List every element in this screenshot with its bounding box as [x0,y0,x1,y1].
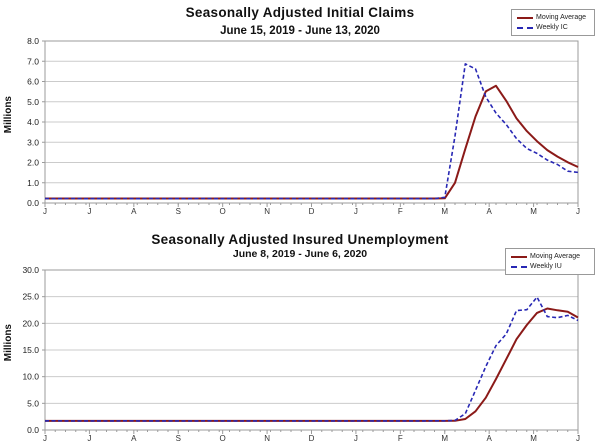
svg-text:15.0: 15.0 [22,345,39,355]
svg-text:J: J [354,434,358,443]
insured-unemployment-legend: Moving Average Weekly IU [505,248,595,275]
initial-claims-legend: Moving Average Weekly IC [511,9,595,36]
svg-text:25.0: 25.0 [22,292,39,302]
moving-average-line-icon [517,17,533,19]
svg-text:S: S [176,434,181,443]
svg-text:2.0: 2.0 [27,158,39,168]
svg-text:J: J [354,207,358,216]
weekly-ic-line-icon [517,27,533,29]
svg-text:5.0: 5.0 [27,97,39,107]
svg-text:F: F [398,207,403,216]
legend-label-weekly-iu: Weekly IU [530,263,562,270]
svg-text:5.0: 5.0 [27,398,39,408]
insured-unemployment-y-axis-label: Millions [3,324,14,362]
svg-text:20.0: 20.0 [22,318,39,328]
legend-label-weekly-ic: Weekly IC [536,24,568,31]
svg-text:10.0: 10.0 [22,372,39,382]
legend-item-moving-average: Moving Average [511,252,589,262]
svg-text:N: N [264,434,270,443]
legend-item-weekly-ic: Weekly IC [517,23,589,33]
insured-unemployment-subtitle: June 8, 2019 - June 6, 2020 [232,248,368,260]
svg-text:J: J [576,434,580,443]
legend-item-moving-average: Moving Average [517,13,589,23]
svg-text:M: M [441,434,448,443]
svg-text:O: O [220,434,226,443]
svg-text:A: A [131,207,137,216]
svg-text:J: J [43,207,47,216]
svg-text:6.0: 6.0 [27,77,39,87]
svg-text:8.0: 8.0 [27,36,39,46]
legend-label-moving-average: Moving Average [536,14,587,21]
svg-text:O: O [220,207,226,216]
svg-text:0.0: 0.0 [27,198,39,208]
initial-claims-y-axis-label: Millions [3,96,14,134]
svg-text:N: N [264,207,270,216]
svg-text:J: J [576,207,580,216]
svg-text:D: D [309,207,315,216]
insured-unemployment-title: Seasonally Adjusted Insured Unemployment [151,232,449,247]
legend-item-weekly-iu: Weekly IU [511,262,589,272]
svg-text:A: A [486,434,492,443]
initial-claims-subtitle: June 15, 2019 - June 13, 2020 [220,25,380,37]
svg-text:D: D [309,434,315,443]
svg-text:0.0: 0.0 [27,425,39,435]
svg-text:A: A [131,434,137,443]
svg-text:J: J [87,434,91,443]
moving-average-line-icon [511,256,527,258]
svg-text:J: J [87,207,91,216]
svg-text:M: M [530,207,537,216]
svg-text:J: J [43,434,47,443]
weekly-iu-line-icon [511,266,527,268]
svg-text:1.0: 1.0 [27,178,39,188]
initial-claims-title: Seasonally Adjusted Initial Claims [185,5,415,20]
svg-text:7.0: 7.0 [27,56,39,66]
svg-text:A: A [486,207,492,216]
svg-text:M: M [441,207,448,216]
svg-text:M: M [530,434,537,443]
svg-text:3.0: 3.0 [27,137,39,147]
svg-text:4.0: 4.0 [27,117,39,127]
svg-text:30.0: 30.0 [22,265,39,275]
legend-label-moving-average: Moving Average [530,253,581,260]
svg-text:F: F [398,434,403,443]
svg-text:S: S [176,207,181,216]
